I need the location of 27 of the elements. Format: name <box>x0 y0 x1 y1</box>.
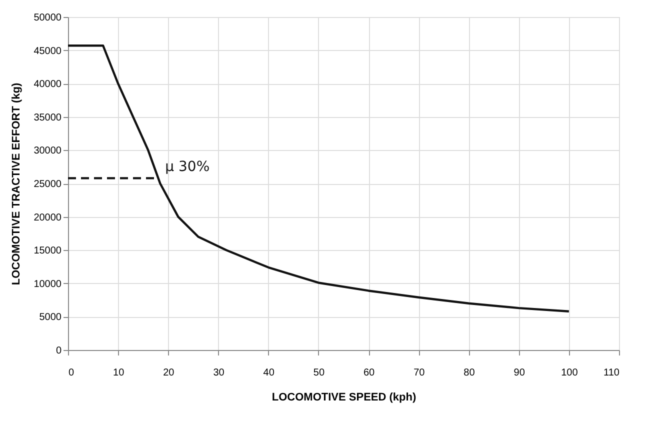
y-tick-label: 5000 <box>39 312 62 324</box>
y-tick-label: 45000 <box>34 46 62 57</box>
x-tick-label: 110 <box>604 368 620 378</box>
x-tick-label: 20 <box>163 368 175 378</box>
y-tick-label: 35000 <box>34 112 62 124</box>
y-tick-label: 10000 <box>34 278 62 290</box>
x-tick-label: 60 <box>363 368 376 378</box>
y-axis-title: LOCOMOTIVE TRACTIVE EFFORT (kg) <box>10 82 23 286</box>
series-label: μ 30% <box>165 159 210 176</box>
x-tick-label: 70 <box>414 368 426 378</box>
x-tick-label: 10 <box>113 368 125 378</box>
y-tick-label: 20000 <box>34 212 62 224</box>
y-tick-label: 40000 <box>34 79 62 90</box>
y-tick-label: 0 <box>56 346 62 356</box>
y-tick-label: 30000 <box>34 146 62 157</box>
line-series <box>68 44 570 312</box>
x-tick-label: 100 <box>561 368 578 378</box>
y-tick-label: 50000 <box>34 12 62 24</box>
y-tick-label: 25000 <box>34 179 62 190</box>
x-tick-label: 50 <box>313 368 325 378</box>
x-tick-label: 80 <box>464 368 476 378</box>
x-tick-label: 90 <box>514 368 526 378</box>
y-tick-label: 15000 <box>34 246 62 257</box>
x-axis-title: LOCOMOTIVE SPEED (kph) <box>272 392 416 404</box>
x-tick-label: 0 <box>68 368 74 378</box>
x-tick-label: 40 <box>263 368 275 378</box>
x-tick-label: 30 <box>213 368 225 378</box>
